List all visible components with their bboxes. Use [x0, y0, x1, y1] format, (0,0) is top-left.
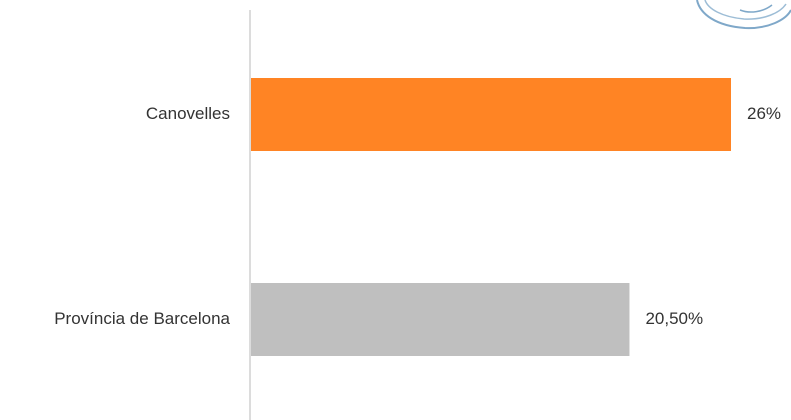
bar-0 [251, 78, 731, 151]
logo-emblem-icon [696, 0, 791, 30]
value-label-0: 26% [747, 104, 781, 123]
bar-1 [251, 283, 630, 356]
category-label-1: Província de Barcelona [54, 309, 230, 328]
value-label-1: 20,50% [645, 309, 703, 328]
category-label-0: Canovelles [146, 104, 230, 123]
